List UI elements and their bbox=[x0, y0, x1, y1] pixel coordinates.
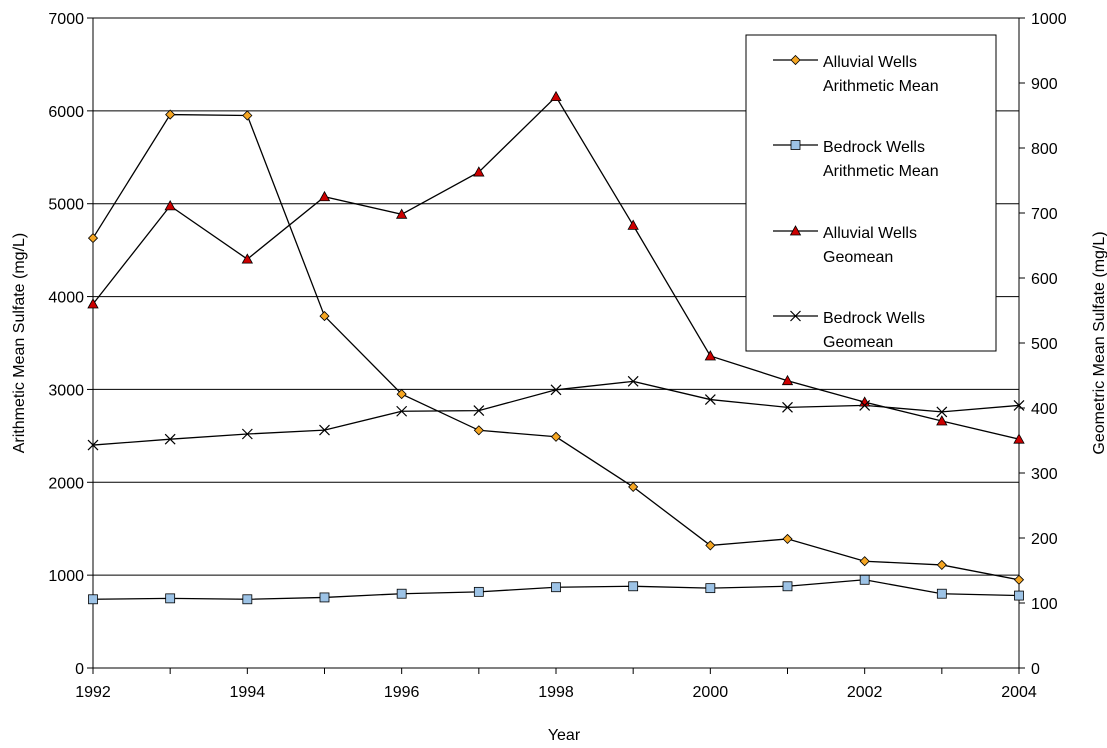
x-tick-label: 2002 bbox=[847, 684, 883, 701]
legend-label: Bedrock Wells bbox=[823, 310, 925, 327]
legend-label: Arithmetic Mean bbox=[823, 163, 939, 180]
data-point bbox=[1014, 590, 1024, 601]
data-point bbox=[936, 559, 947, 570]
data-point bbox=[550, 431, 562, 442]
y-right-tick-label: 200 bbox=[1031, 531, 1058, 548]
data-point bbox=[473, 166, 485, 177]
data-point bbox=[704, 350, 717, 361]
data-point bbox=[165, 593, 176, 604]
y-left-tick-label: 1000 bbox=[48, 568, 84, 585]
y-left-tick-label: 0 bbox=[75, 661, 84, 678]
data-point bbox=[782, 581, 793, 592]
data-point bbox=[318, 190, 331, 202]
data-point bbox=[319, 592, 330, 603]
y-right-tick-label: 100 bbox=[1031, 596, 1058, 613]
data-point bbox=[627, 375, 639, 387]
legend-marker bbox=[789, 225, 802, 236]
data-point bbox=[551, 582, 561, 593]
y-right-tick-label: 1000 bbox=[1031, 11, 1067, 28]
data-point bbox=[628, 581, 639, 592]
data-point bbox=[705, 583, 716, 594]
data-point bbox=[241, 428, 253, 440]
data-point bbox=[396, 588, 407, 599]
y-axis-right-title: Geometric Mean Sulfate (mg/L) bbox=[1091, 231, 1107, 454]
data-point bbox=[396, 389, 407, 400]
x-tick-label: 2004 bbox=[1001, 684, 1037, 701]
x-tick-label: 1994 bbox=[230, 684, 266, 701]
data-point bbox=[936, 588, 947, 599]
y-axis-left-title: Arithmetic Mean Sulfate (mg/L) bbox=[11, 233, 28, 454]
data-point bbox=[473, 405, 485, 417]
data-point bbox=[241, 253, 254, 264]
y-right-tick-label: 400 bbox=[1031, 401, 1058, 418]
data-point bbox=[164, 433, 176, 445]
y-left-tick-label: 2000 bbox=[48, 475, 84, 492]
data-point bbox=[88, 594, 98, 605]
data-point bbox=[473, 586, 484, 597]
y-right-tick-label: 300 bbox=[1031, 466, 1058, 483]
legend-label: Arithmetic Mean bbox=[823, 78, 939, 95]
data-point bbox=[1013, 433, 1025, 444]
legend-marker bbox=[790, 54, 801, 66]
legend-label: Alluvial Wells bbox=[823, 54, 917, 71]
legend-marker bbox=[790, 140, 801, 150]
x-tick-label: 2000 bbox=[693, 684, 729, 701]
legend: Alluvial Wells Arithmetic Mean Bedrock Wel… bbox=[745, 34, 997, 352]
x-tick-label: 1992 bbox=[75, 684, 111, 701]
x-tick-label: 1998 bbox=[538, 684, 574, 701]
x-axis-title: Year bbox=[548, 727, 581, 744]
data-point bbox=[936, 415, 948, 426]
y-left-tick-label: 4000 bbox=[48, 290, 84, 307]
data-point bbox=[242, 110, 253, 121]
data-point bbox=[550, 90, 562, 102]
data-point bbox=[473, 425, 484, 436]
data-point bbox=[936, 406, 948, 418]
data-point bbox=[87, 298, 99, 309]
legend-label: Bedrock Wells bbox=[823, 139, 925, 156]
tick-labels: 0 1000 2000 3000 4000 5000 6000 7000 0 100 200 300 4… bbox=[48, 11, 1066, 701]
data-point bbox=[319, 424, 330, 436]
data-point bbox=[782, 401, 793, 413]
data-point bbox=[165, 109, 176, 120]
y-right-tick-label: 900 bbox=[1031, 76, 1058, 93]
data-point bbox=[627, 219, 639, 230]
y-right-tick-label: 0 bbox=[1031, 661, 1040, 678]
y-right-tick-label: 600 bbox=[1031, 271, 1058, 288]
data-point bbox=[859, 556, 870, 567]
data-point bbox=[396, 405, 408, 417]
y-right-tick-label: 700 bbox=[1031, 206, 1058, 223]
x-tick-label: 1996 bbox=[384, 684, 420, 701]
data-point bbox=[628, 481, 639, 492]
data-point bbox=[87, 439, 99, 451]
legend-box bbox=[745, 34, 997, 352]
data-point bbox=[1013, 574, 1025, 585]
y-left-tick-label: 6000 bbox=[48, 104, 84, 121]
data-point bbox=[242, 594, 253, 605]
y-left-tick-label: 3000 bbox=[48, 382, 84, 399]
data-point bbox=[859, 399, 871, 411]
data-point bbox=[1013, 399, 1025, 411]
data-point bbox=[87, 233, 99, 244]
y-right-tick-label: 800 bbox=[1031, 141, 1058, 158]
y-right-tick-label: 500 bbox=[1031, 336, 1058, 353]
data-point bbox=[705, 540, 716, 551]
y-left-tick-label: 7000 bbox=[48, 11, 84, 28]
legend-label: Geomean bbox=[823, 249, 893, 266]
legend-label: Alluvial Wells bbox=[823, 225, 917, 242]
data-point bbox=[859, 574, 870, 585]
legend-label: Geomean bbox=[823, 334, 893, 351]
y-left-tick-label: 5000 bbox=[48, 197, 84, 214]
axes bbox=[87, 17, 1025, 674]
legend-marker bbox=[790, 310, 801, 322]
data-point bbox=[781, 374, 794, 386]
data-point bbox=[704, 394, 716, 405]
data-point bbox=[782, 533, 793, 544]
data-point bbox=[164, 200, 176, 211]
data-point bbox=[395, 208, 408, 219]
series-markers bbox=[87, 90, 1025, 605]
data-point bbox=[550, 384, 562, 396]
data-point bbox=[319, 311, 330, 322]
